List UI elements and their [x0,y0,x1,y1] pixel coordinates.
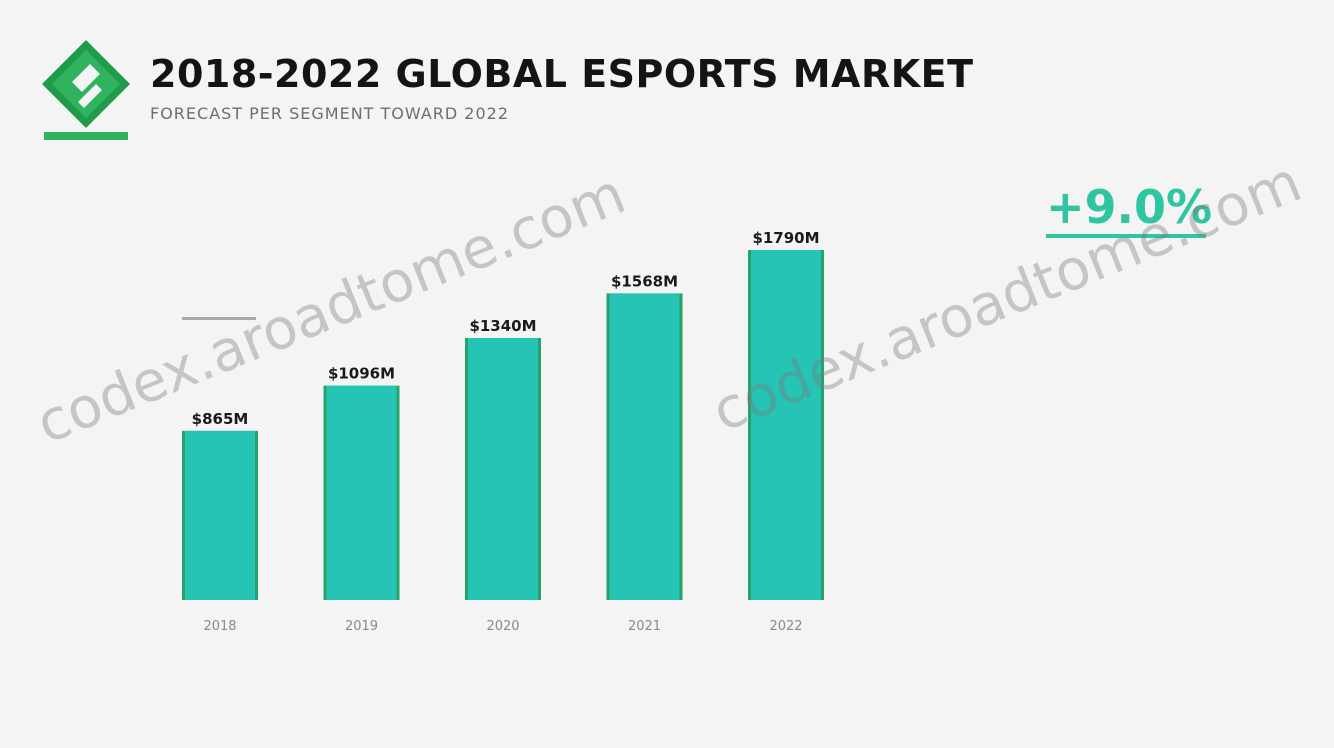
growth-rate: +9.0% [1046,180,1213,234]
bar-value-label: $1568M [611,272,678,290]
bar-value-label: $865M [192,410,249,428]
bar-2021 [609,293,680,600]
brand-logo-icon [42,40,130,140]
x-tick-label: 2022 [769,619,802,634]
page-subtitle: FORECAST PER SEGMENT TOWARD 2022 [150,104,510,123]
bar-2022 [751,250,821,600]
x-tick-label: 2018 [203,619,236,634]
bar-2020 [468,337,538,600]
bar-value-label: $1790M [752,229,819,247]
x-tick-label: 2021 [628,619,661,634]
legend-stub [182,317,256,320]
bar-2018 [185,430,255,600]
page-title: 2018-2022 GLOBAL ESPORTS MARKET [150,52,974,96]
x-tick-label: 2019 [345,619,378,634]
bar-2019 [326,385,397,600]
bar-value-label: $1096M [328,365,395,383]
growth-underline [1046,234,1206,238]
bar-value-label: $1340M [469,317,536,335]
x-tick-label: 2020 [486,619,519,634]
